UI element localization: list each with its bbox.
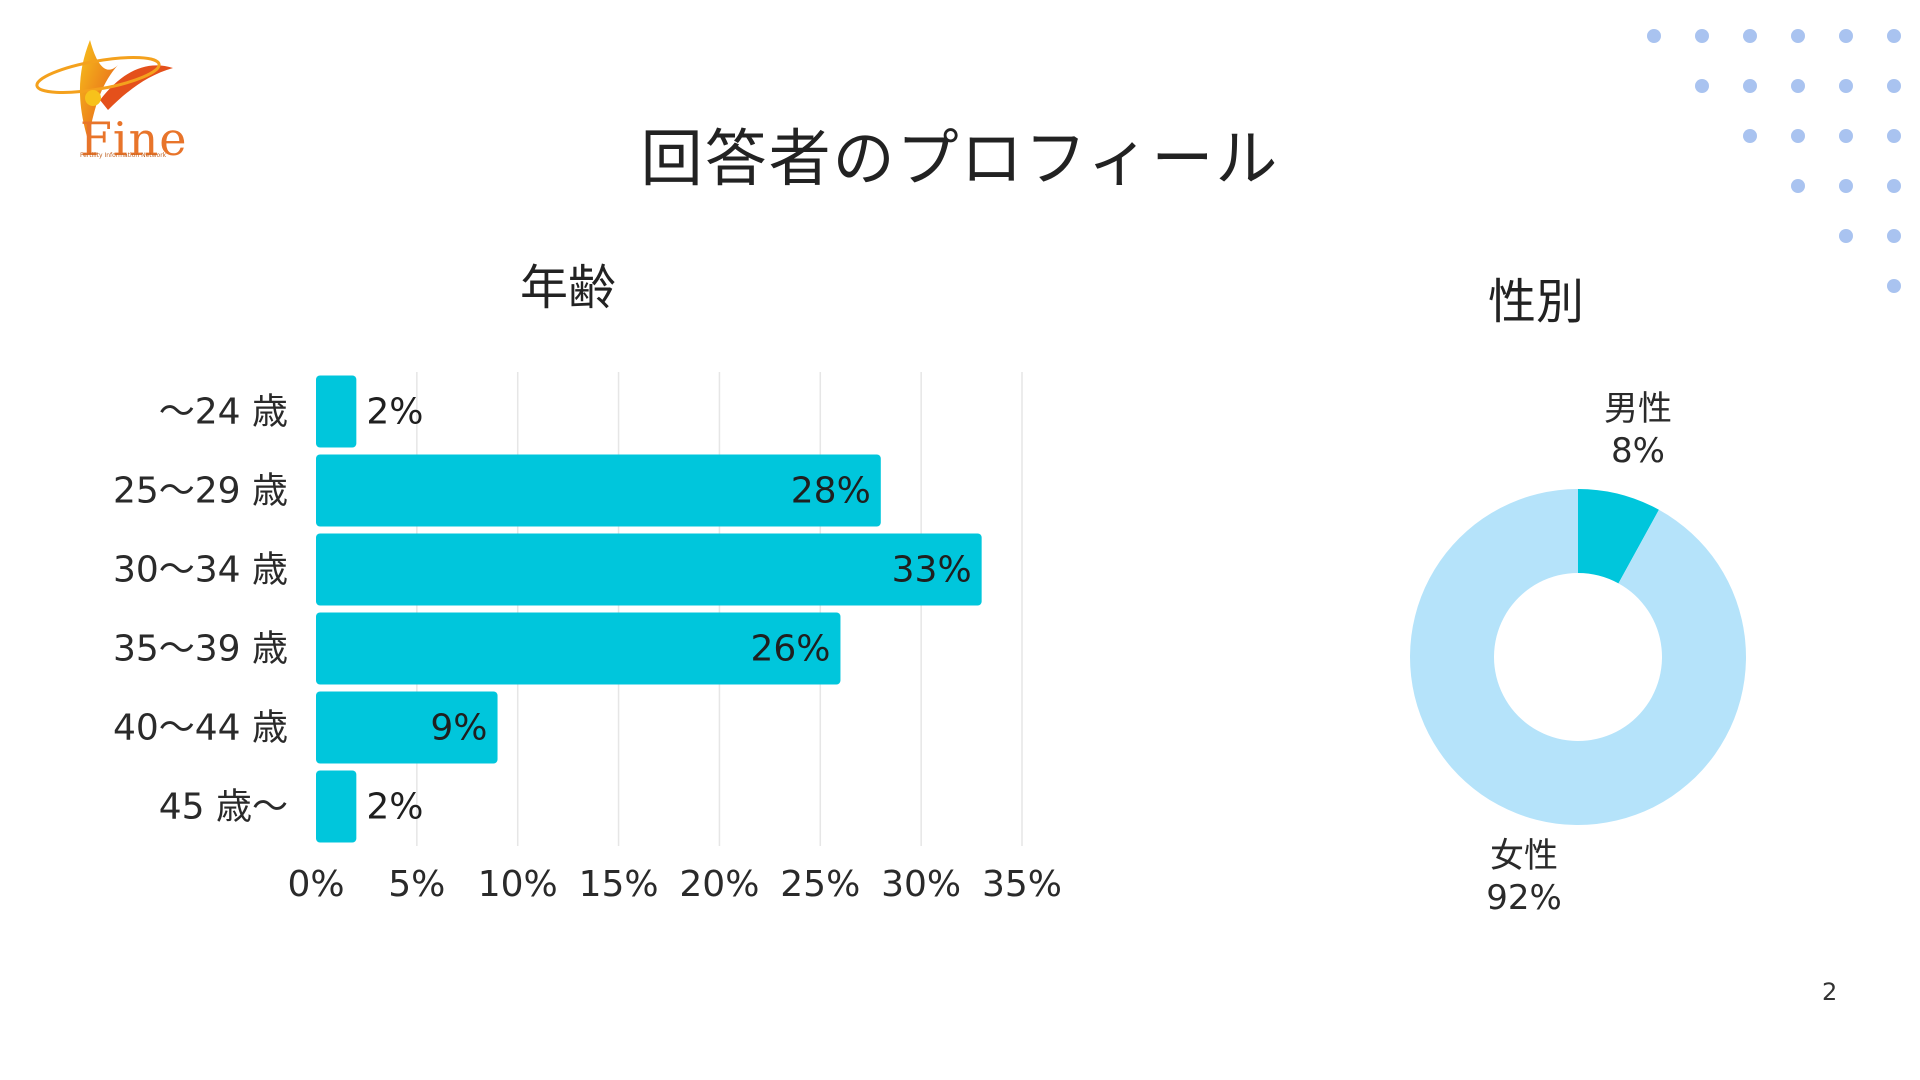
age-bar-chart: 〜24 歳 2% 25〜29 歳 28% 30〜34 歳 33% 35〜39 歳 26% 40〜… — [113, 372, 1062, 905]
slice-value-label: 92% — [1486, 878, 1562, 918]
category-label: 35〜39 歳 — [113, 629, 288, 670]
x-tick-label: 30% — [881, 864, 961, 905]
x-tick-label: 0% — [287, 864, 344, 905]
decor-dot — [1695, 29, 1709, 43]
decor-dot — [1791, 129, 1805, 143]
data-label: 33% — [892, 550, 972, 591]
category-label: 40〜44 歳 — [113, 708, 288, 749]
decor-dot — [1887, 29, 1901, 43]
decor-dot — [1887, 129, 1901, 143]
x-tick-label: 10% — [478, 864, 558, 905]
page-number: 2 — [1822, 978, 1838, 1006]
data-label: 2% — [366, 787, 423, 828]
category-label: 〜24 歳 — [159, 392, 288, 433]
decor-dot — [1695, 79, 1709, 93]
decor-dot — [1743, 79, 1757, 93]
gender-chart-title: 性別 — [1488, 274, 1585, 330]
data-label: 26% — [750, 629, 830, 670]
data-label: 2% — [366, 392, 423, 433]
x-tick-label: 5% — [388, 864, 445, 905]
bar — [316, 691, 498, 764]
age-chart-title: 年齢 — [520, 260, 617, 316]
x-tick-label: 25% — [780, 864, 860, 905]
donut-slice — [1578, 489, 1659, 584]
category-label: 45 歳〜 — [159, 787, 288, 828]
decor-dot — [1791, 29, 1805, 43]
slice-value-label: 8% — [1611, 431, 1665, 471]
slice-category-label: 女性 — [1490, 836, 1558, 876]
logo-text: Fine — [80, 112, 188, 166]
bar — [316, 533, 982, 606]
data-label: 9% — [430, 708, 487, 749]
decor-dot — [1887, 279, 1901, 293]
x-tick-label: 15% — [579, 864, 659, 905]
slice-category-label: 男性 — [1604, 389, 1672, 429]
bar — [316, 375, 357, 448]
decor-dot — [1887, 79, 1901, 93]
decor-dot — [1743, 129, 1757, 143]
bar — [316, 770, 357, 843]
page-title: 回答者のプロフィール — [640, 122, 1280, 195]
donut-slice — [1410, 489, 1746, 825]
category-label: 30〜34 歳 — [113, 550, 288, 591]
decor-dot — [1647, 29, 1661, 43]
decor-dot — [1743, 29, 1757, 43]
decor-dot — [1887, 229, 1901, 243]
category-label: 25〜29 歳 — [113, 471, 288, 512]
decor-dot — [1887, 179, 1901, 193]
fine-logo — [28, 30, 178, 165]
bar — [316, 454, 881, 527]
decor-dot — [1839, 79, 1853, 93]
decor-dot — [1839, 229, 1853, 243]
decor-dot — [1839, 129, 1853, 143]
logo-mark-icon — [35, 40, 173, 140]
decorative-dot-pattern — [1647, 29, 1901, 293]
logo-subtext: Fertility Information Network — [80, 152, 167, 159]
decor-dot — [1839, 29, 1853, 43]
decor-dot — [1791, 179, 1805, 193]
decor-dot — [1839, 179, 1853, 193]
data-label: 28% — [791, 471, 871, 512]
x-tick-label: 20% — [679, 864, 759, 905]
x-tick-label: 35% — [982, 864, 1062, 905]
decor-dot — [1791, 79, 1805, 93]
bar — [316, 612, 841, 685]
